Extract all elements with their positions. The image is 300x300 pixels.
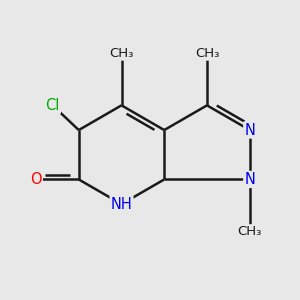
Text: CH₃: CH₃ xyxy=(195,46,219,60)
Text: NH: NH xyxy=(111,196,132,211)
Text: N: N xyxy=(244,172,255,187)
Text: N: N xyxy=(244,123,255,138)
Text: CH₃: CH₃ xyxy=(238,225,262,238)
Text: Cl: Cl xyxy=(46,98,60,113)
Text: CH₃: CH₃ xyxy=(109,46,134,60)
Text: O: O xyxy=(30,172,42,187)
